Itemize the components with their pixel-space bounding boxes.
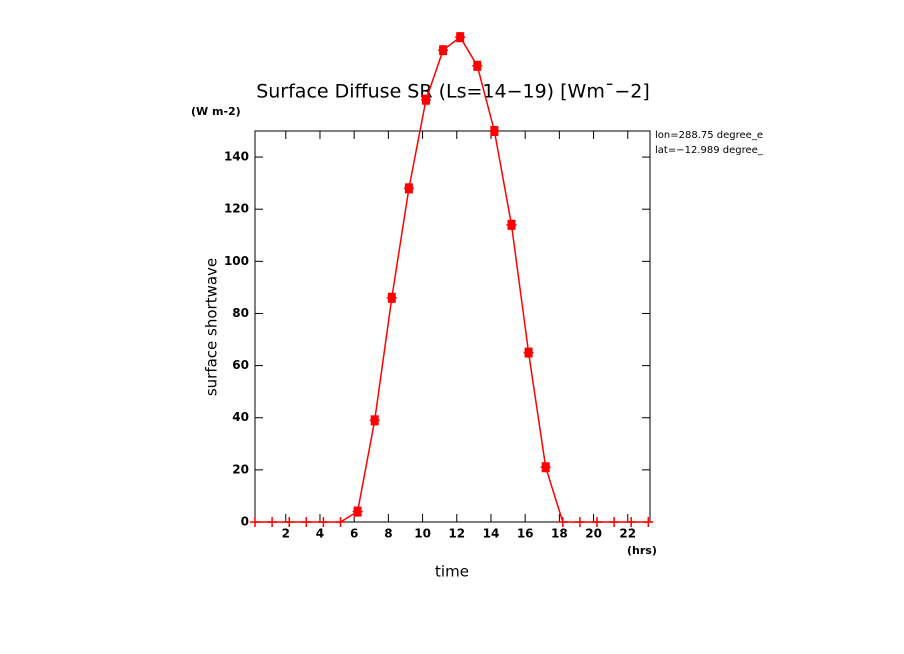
data-point — [591, 517, 602, 527]
data-point — [386, 292, 397, 303]
y-tick-label: 40 — [232, 410, 249, 424]
data-point — [557, 517, 568, 527]
y-tick-label: 120 — [224, 202, 249, 216]
data-point — [369, 415, 380, 426]
x-tick-label: 12 — [448, 527, 465, 541]
data-point — [609, 517, 620, 527]
data-point — [250, 517, 260, 527]
data-point — [403, 183, 414, 194]
annotation: lat=−12.989 degree_ — [655, 145, 764, 156]
x-tick-label: 2 — [282, 527, 290, 541]
x-axis-label: time — [435, 563, 469, 581]
data-point — [506, 219, 517, 230]
data-point — [523, 347, 534, 358]
x-tick-label: 10 — [414, 527, 431, 541]
y-tick-label: 60 — [232, 358, 249, 372]
y-tick-label: 0 — [241, 515, 249, 529]
data-point — [301, 517, 312, 527]
y-tick-label: 140 — [224, 150, 249, 164]
data-point — [420, 94, 431, 105]
y-units: (W m-2) — [191, 105, 241, 118]
data-point — [284, 517, 295, 527]
data-point — [438, 45, 449, 56]
data-point — [626, 517, 637, 527]
data-point — [455, 32, 466, 43]
x-tick-label: 8 — [384, 527, 392, 541]
x-units: (hrs) — [627, 544, 657, 557]
y-tick-label: 20 — [232, 462, 249, 476]
x-tick-label: 22 — [619, 527, 636, 541]
data-point — [643, 517, 654, 527]
x-tick-label: 4 — [316, 527, 324, 541]
data-point — [489, 126, 500, 136]
y-axis-label: surface shortwave — [203, 258, 221, 396]
plot-frame — [254, 130, 651, 523]
x-tick-label: 6 — [350, 527, 358, 541]
data-point — [267, 517, 278, 527]
x-tick-label: 16 — [517, 527, 534, 541]
x-tick-label: 18 — [551, 527, 568, 541]
x-tick-label: 20 — [585, 527, 602, 541]
data-line — [255, 36, 649, 523]
data-point — [574, 517, 585, 527]
data-point — [335, 517, 346, 527]
chart-title: Surface Diffuse SR (Ls=14−19) [Wm¯−2] — [256, 81, 650, 103]
data-point — [352, 506, 363, 517]
y-tick-label: 100 — [224, 254, 249, 268]
x-tick-label: 14 — [483, 527, 500, 541]
annotation: lon=288.75 degree_e — [655, 130, 763, 141]
data-point — [540, 462, 551, 473]
y-tick-label: 80 — [232, 306, 249, 320]
data-point — [472, 60, 483, 71]
data-point — [318, 517, 329, 527]
